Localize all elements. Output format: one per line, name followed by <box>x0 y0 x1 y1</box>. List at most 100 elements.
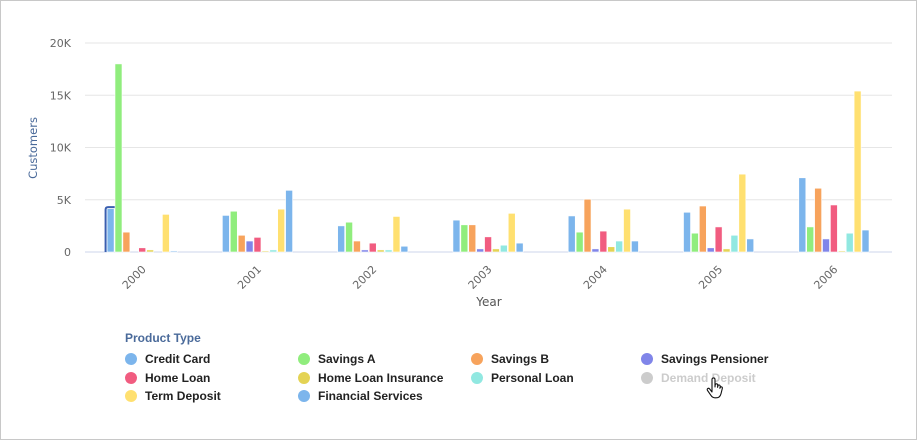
bar-home-loan-2000[interactable] <box>138 247 146 253</box>
bar-home-loan-2004[interactable] <box>599 230 608 253</box>
bar-savings-a-2003[interactable] <box>460 224 469 253</box>
legend-label: Home Loan Insurance <box>318 370 444 385</box>
x-tick-label: 2002 <box>350 263 379 292</box>
x-tick-label: 2004 <box>581 263 610 292</box>
bar-personal-loan-2006[interactable] <box>845 232 854 253</box>
bar-home-loan-insurance-2000[interactable] <box>146 249 154 253</box>
bar-home-loan-insurance-2003[interactable] <box>492 248 500 253</box>
bar-financial-services-2002[interactable] <box>400 245 409 253</box>
bar-credit-card-2006[interactable] <box>798 177 807 253</box>
bar-credit-card-2004[interactable] <box>567 215 576 253</box>
bar-savings-pensioner-2002[interactable] <box>361 249 369 253</box>
bar-savings-pensioner-2001[interactable] <box>245 240 254 253</box>
legend-title: Product Type <box>125 331 201 345</box>
y-tick-label: 0 <box>64 246 71 259</box>
legend-dot-icon <box>641 371 653 384</box>
legend-dot-icon <box>471 371 483 384</box>
bar-home-loan-insurance-2002[interactable] <box>376 249 385 253</box>
legend-item-term-deposit[interactable]: Term Deposit <box>125 388 291 405</box>
bar-savings-b-2001[interactable] <box>237 234 246 253</box>
bar-savings-b-2004[interactable] <box>583 198 592 253</box>
bar-term-deposit-2005[interactable] <box>738 173 747 253</box>
legend-item-credit-card[interactable]: Credit Card <box>125 351 291 368</box>
legend-dot-icon <box>298 371 310 384</box>
bar-savings-a-2005[interactable] <box>691 232 699 253</box>
bar-savings-b-2006[interactable] <box>814 187 822 253</box>
legend-dot-icon <box>125 371 137 384</box>
bar-savings-b-2002[interactable] <box>353 240 361 253</box>
bar-home-loan-insurance-2006[interactable] <box>838 250 846 253</box>
bar-financial-services-2001[interactable] <box>285 190 293 253</box>
bar-credit-card-2000[interactable] <box>106 208 115 253</box>
y-tick-label: 20K <box>50 37 72 50</box>
legend-label: Term Deposit <box>145 389 221 404</box>
legend-item-savings-pensioner[interactable]: Savings Pensioner <box>641 351 807 368</box>
legend-item-demand-deposit[interactable]: Demand Deposit <box>641 370 807 387</box>
x-tick-label: 2003 <box>466 263 495 292</box>
bar-personal-loan-2005[interactable] <box>730 234 739 253</box>
legend-item-personal-loan[interactable]: Personal Loan <box>471 370 637 387</box>
bar-term-deposit-2002[interactable] <box>392 216 401 253</box>
legend-label: Savings Pensioner <box>661 352 769 367</box>
bar-credit-card-2003[interactable] <box>452 219 461 253</box>
y-axis-title: Customers <box>26 117 40 179</box>
legend-item-savings-b[interactable]: Savings B <box>471 351 637 368</box>
bar-savings-pensioner-2003[interactable] <box>476 248 484 253</box>
bar-savings-a-2004[interactable] <box>575 231 584 253</box>
bar-term-deposit-2000[interactable] <box>162 214 170 253</box>
legend-dot-icon <box>298 353 310 366</box>
legend: Product Type Credit Card Savings A Savings… <box>125 331 811 405</box>
legend-label: Savings B <box>491 352 550 367</box>
bar-savings-pensioner-2006[interactable] <box>822 238 830 253</box>
y-tick-label: 5K <box>57 194 72 207</box>
x-tick-label: 2000 <box>120 263 149 292</box>
bar-term-deposit-2006[interactable] <box>853 90 862 253</box>
bar-personal-loan-2001[interactable] <box>269 249 278 253</box>
x-tick-label: 2005 <box>696 263 725 292</box>
bar-savings-b-2000[interactable] <box>122 231 131 253</box>
bar-home-loan-2005[interactable] <box>714 226 723 253</box>
bar-home-loan-insurance-2004[interactable] <box>607 246 616 253</box>
bar-home-loan-2002[interactable] <box>368 242 377 253</box>
bar-term-deposit-2003[interactable] <box>507 213 516 253</box>
y-tick-label: 15K <box>50 89 72 102</box>
bar-savings-b-2003[interactable] <box>468 224 477 253</box>
bar-personal-loan-2003[interactable] <box>500 244 508 253</box>
bar-home-loan-insurance-2005[interactable] <box>722 248 731 253</box>
bar-credit-card-2002[interactable] <box>337 225 345 253</box>
legend-item-savings-a[interactable]: Savings A <box>298 351 464 368</box>
legend-item-home-loan-insurance[interactable]: Home Loan Insurance <box>298 370 464 387</box>
legend-label: Financial Services <box>318 389 423 404</box>
legend-dot-icon <box>125 390 137 403</box>
legend-item-home-loan[interactable]: Home Loan <box>125 370 291 387</box>
bar-savings-b-2005[interactable] <box>699 205 707 253</box>
bar-financial-services-2006[interactable] <box>861 229 870 253</box>
bar-financial-services-2005[interactable] <box>746 238 755 253</box>
bar-term-deposit-2004[interactable] <box>623 208 631 253</box>
bar-personal-loan-2002[interactable] <box>384 249 393 253</box>
bar-savings-a-2001[interactable] <box>229 210 238 253</box>
chart-svg: 0 5K 10K 15K 20K 2000 2001 2002 2003 2004 2005 200… <box>26 37 892 309</box>
bar-credit-card-2005[interactable] <box>683 211 691 253</box>
x-axis-title: Year <box>475 295 501 309</box>
bar-financial-services-2004[interactable] <box>631 240 639 253</box>
bar-savings-pensioner-2004[interactable] <box>591 248 600 253</box>
bar-personal-loan-2004[interactable] <box>615 240 623 253</box>
bar-credit-card-2001[interactable] <box>222 215 230 253</box>
bar-savings-a-2002[interactable] <box>345 221 353 253</box>
bar-term-deposit-2001[interactable] <box>277 208 285 253</box>
legend-dot-icon <box>125 353 137 366</box>
bar-financial-services-2000[interactable] <box>169 250 178 253</box>
bar-hover-highlight <box>104 206 116 252</box>
bar-financial-services-2003[interactable] <box>515 242 524 253</box>
bar-savings-a-2000[interactable] <box>114 63 123 253</box>
bar-home-loan-2001[interactable] <box>253 237 262 253</box>
bar-home-loan-2006[interactable] <box>830 204 838 253</box>
x-tick-label: 2006 <box>811 263 840 292</box>
bar-home-loan-2003[interactable] <box>484 236 492 253</box>
legend-item-financial-services[interactable]: Financial Services <box>298 388 464 405</box>
bar-home-loan-insurance-2001[interactable] <box>261 250 270 253</box>
bar-savings-pensioner-2005[interactable] <box>706 247 715 253</box>
bar-savings-a-2006[interactable] <box>806 226 815 253</box>
